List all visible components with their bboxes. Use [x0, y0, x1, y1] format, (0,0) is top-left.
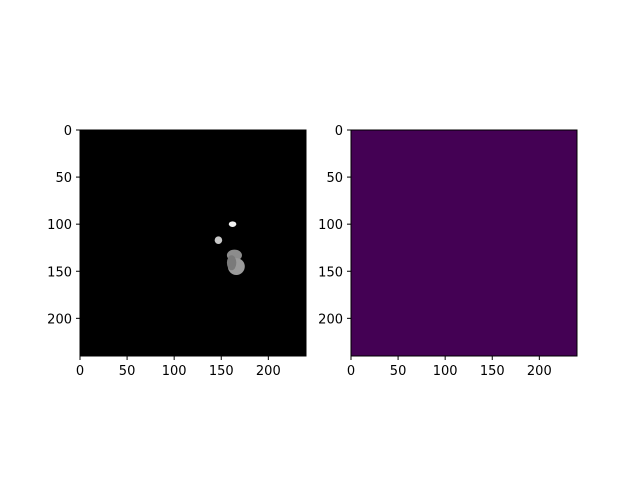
x-tick-label: 0 — [347, 364, 355, 379]
x-tick-label: 100 — [433, 364, 458, 379]
y-tick-label: 150 — [47, 265, 72, 280]
x-tick-label: 150 — [480, 364, 505, 379]
x-tick-label: 50 — [390, 364, 407, 379]
image-blob-0 — [228, 221, 237, 227]
axes-frame — [79, 129, 307, 357]
x-tick-label: 200 — [256, 364, 281, 379]
y-tick-label: 50 — [326, 171, 343, 186]
y-tick-label: 0 — [335, 124, 343, 139]
image-content — [214, 221, 245, 276]
image-background — [351, 130, 577, 356]
image-blob-1 — [214, 236, 223, 244]
left-image-panel: 0 50 100 150 200 0 50 100 150 200 — [47, 124, 307, 379]
y-tick-label: 200 — [47, 312, 72, 327]
image-background — [80, 130, 306, 356]
y-tick-label: 200 — [318, 312, 343, 327]
y-tick-label: 100 — [318, 218, 343, 233]
y-tick-label: 50 — [55, 171, 72, 186]
y-tick-label: 150 — [318, 265, 343, 280]
x-tick-label: 200 — [527, 364, 552, 379]
x-tick-label: 50 — [119, 364, 136, 379]
axes-frame — [350, 129, 578, 357]
right-image-panel: 0 50 100 150 200 0 50 100 150 200 — [318, 124, 578, 379]
x-tick-label: 100 — [162, 364, 187, 379]
image-blob-4 — [226, 255, 237, 271]
y-tick-label: 0 — [64, 124, 72, 139]
y-tick-label: 100 — [47, 218, 72, 233]
x-tick-label: 150 — [209, 364, 234, 379]
x-tick-label: 0 — [76, 364, 84, 379]
